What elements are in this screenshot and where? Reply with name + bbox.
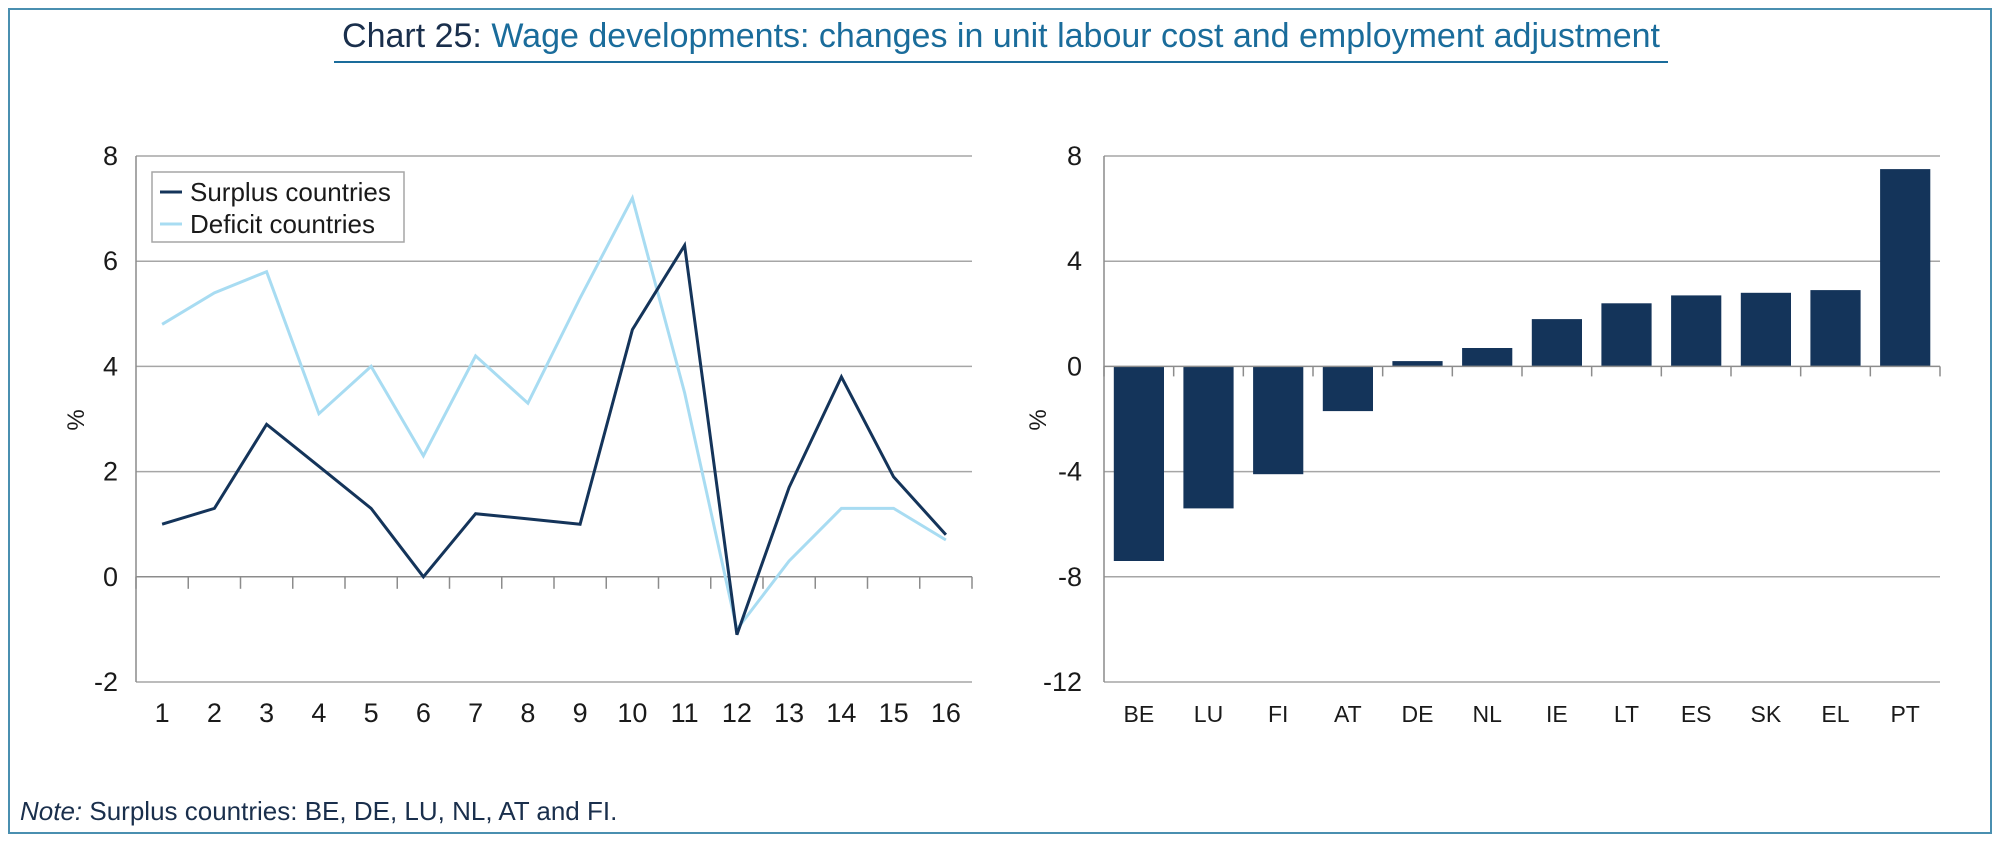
y-tick-label: 8: [1067, 141, 1082, 171]
bar-sk: [1740, 292, 1791, 367]
bar-lu: [1183, 366, 1234, 509]
x-tick-label: PT: [1890, 701, 1919, 727]
y-tick-label: 2: [103, 457, 118, 487]
bar-at: [1322, 366, 1373, 412]
x-tick-label: 6: [416, 698, 431, 728]
y-axis-label: %: [1025, 409, 1052, 430]
series-line-deficit: [161, 194, 947, 633]
y-tick-label: -12: [1043, 667, 1082, 697]
y-tick-label: -4: [1058, 457, 1082, 487]
chart-note: Note: Surplus countries: BE, DE, LU, NL,…: [20, 796, 617, 827]
y-axis-label: %: [63, 409, 90, 430]
series-line-surplus: [161, 241, 948, 636]
bar-nl: [1462, 348, 1513, 367]
legend-label: Surplus countries: [190, 177, 391, 207]
bar-lt: [1601, 303, 1652, 367]
x-tick-label: 11: [671, 698, 699, 728]
chart-title-main: Wage developments: changes in unit labou…: [491, 17, 1660, 55]
y-tick-label: -2: [94, 667, 118, 697]
x-tick-label: 16: [931, 698, 961, 728]
x-tick-label: 9: [573, 698, 588, 728]
x-tick-label: EL: [1821, 701, 1849, 727]
x-tick-label: 3: [259, 698, 274, 728]
x-tick-label: SK: [1750, 701, 1781, 727]
x-tick-label: IE: [1546, 701, 1568, 727]
bar-pt: [1880, 169, 1931, 367]
x-tick-label: FI: [1268, 701, 1288, 727]
y-tick-label: 0: [103, 562, 118, 592]
x-tick-label: 5: [364, 698, 379, 728]
x-tick-label: 7: [468, 698, 483, 728]
title-underline: [334, 61, 1668, 63]
y-tick-label: 0: [1067, 351, 1082, 381]
x-tick-label: LU: [1194, 701, 1223, 727]
y-tick-label: -8: [1058, 562, 1082, 592]
x-tick-label: 10: [617, 698, 647, 728]
bar-be: [1113, 366, 1164, 561]
chart-frame: [8, 8, 1992, 834]
chart-title-prefix: Chart 25:: [342, 17, 492, 55]
legend-label: Deficit countries: [190, 209, 375, 239]
x-tick-label: AT: [1334, 701, 1362, 727]
x-tick-label: 4: [311, 698, 326, 728]
x-tick-label: 14: [826, 698, 856, 728]
x-tick-label: 15: [879, 698, 909, 728]
bar-es: [1671, 295, 1722, 367]
x-tick-label: 1: [155, 698, 170, 728]
x-tick-label: 2: [207, 698, 222, 728]
x-tick-label: ES: [1681, 701, 1712, 727]
bar-fi: [1253, 366, 1304, 475]
x-tick-label: BE: [1123, 701, 1154, 727]
y-tick-label: 4: [103, 351, 118, 381]
bar-ie: [1531, 319, 1582, 367]
x-tick-label: 12: [722, 698, 752, 728]
legend-box: [151, 171, 405, 243]
y-tick-label: 8: [103, 141, 118, 171]
bar-el: [1810, 290, 1861, 367]
note-label: Note:: [20, 796, 83, 826]
x-tick-label: NL: [1472, 701, 1502, 727]
x-tick-label: DE: [1402, 701, 1434, 727]
x-tick-label: 8: [520, 698, 535, 728]
y-tick-label: 6: [103, 246, 118, 276]
y-tick-label: 4: [1067, 246, 1082, 276]
x-tick-label: 13: [774, 698, 804, 728]
note-text: Surplus countries: BE, DE, LU, NL, AT an…: [82, 796, 618, 826]
bar-de: [1392, 361, 1443, 367]
chart-title: Chart 25: Wage developments: changes in …: [334, 14, 1668, 58]
x-tick-label: LT: [1614, 701, 1639, 727]
